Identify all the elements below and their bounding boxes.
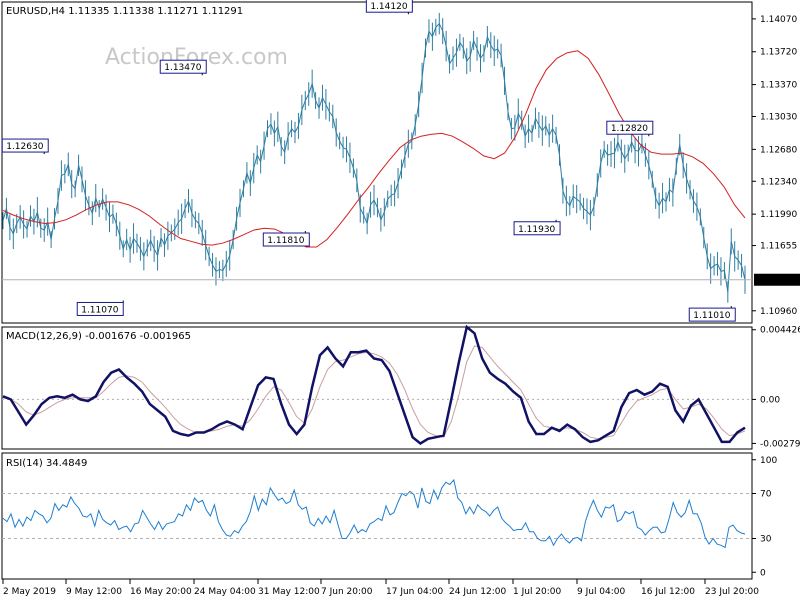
x-tick-label: 9 Jul 04:00 [577, 587, 626, 597]
rsi-tick-label: 100 [760, 456, 777, 466]
callout-label: 1.14120 [370, 2, 407, 12]
x-tick-label: 17 Jun 04:00 [386, 587, 443, 597]
x-tick-label: 31 May 12:00 [258, 587, 320, 597]
macd-panel-frame [1, 326, 753, 450]
x-tick-label: 24 May 04:00 [194, 587, 256, 597]
x-tick-label: 23 Jul 20:00 [705, 587, 759, 597]
callout-label: 1.11810 [267, 236, 304, 246]
price-panel-title: EURUSD,H4 1.11335 1.11338 1.11271 1.1129… [6, 6, 243, 17]
x-tick-label: 24 Jun 12:00 [449, 587, 506, 597]
callout-box [76, 301, 124, 316]
callout-box [159, 59, 207, 74]
rsi-tick-label: 0 [760, 568, 766, 578]
rsi-tick-label: 70 [760, 490, 772, 500]
macd-tick-label: 0.004426 [760, 326, 800, 336]
price-tick-label: 1.12340 [760, 177, 797, 187]
x-tick-label: 2 May 2019 [3, 587, 56, 597]
macd-panel: 0.004426 0.00 -0.002795 [2, 324, 800, 449]
macd-tick-label: 0.00 [760, 395, 780, 405]
price-tick-label: 1.11655 [760, 242, 797, 252]
rsi-panel-frame [1, 452, 753, 580]
callout-label: 1.12820 [611, 124, 648, 134]
callout-box [513, 221, 561, 236]
last-price-label-bg [754, 273, 800, 286]
price-tick-label: 1.13030 [760, 113, 797, 123]
callout-label: 1.13470 [164, 63, 201, 73]
price-tick-label: 1.12680 [760, 145, 797, 155]
callout-box [262, 232, 310, 247]
price-tick-label: 1.14070 [760, 15, 797, 25]
rsi-line [2, 478, 746, 549]
macd-panel-title: MACD(12,26,9) -0.001676 -0.001965 [6, 331, 191, 342]
callout-label: 1.11070 [81, 305, 118, 315]
x-tick-label: 16 Jul 12:00 [641, 587, 695, 597]
callout-box [688, 307, 736, 322]
x-axis: 2 May 2019 9 May 12:00 16 May 20:00 24 May … [2, 579, 759, 597]
macd-tick-label: -0.002795 [760, 439, 800, 449]
price-tick-label: 1.10960 [760, 307, 797, 317]
rsi-tick-label: 30 [760, 535, 772, 545]
price-tick-label: 1.13370 [760, 81, 797, 91]
rsi-panel-title: RSI(14) 34.4849 [6, 458, 87, 469]
callout-label: 1.11010 [693, 311, 730, 321]
price-tick-label: 1.11990 [760, 210, 797, 220]
price-panel: 1.11291 1.14070 1.13720 1.13370 1.13030 1.126… [1, 0, 800, 322]
callout-label: 1.11930 [518, 225, 555, 235]
x-tick-label: 7 Jun 20:00 [321, 587, 373, 597]
macd-line [2, 324, 746, 446]
last-price-label: 1.11291 [760, 277, 797, 287]
callout-label: 1.12630 [6, 142, 43, 152]
rsi-panel: 100 70 30 0 [2, 456, 777, 578]
price-tick-label: 1.13720 [760, 48, 797, 58]
moving-average-line [2, 50, 746, 248]
callout-box [606, 120, 654, 135]
x-tick-label: 1 Jul 20:00 [513, 587, 562, 597]
callout-box [1, 138, 49, 153]
x-tick-label: 9 May 12:00 [66, 587, 122, 597]
callout-box [365, 0, 413, 13]
x-tick-label: 16 May 20:00 [130, 587, 192, 597]
